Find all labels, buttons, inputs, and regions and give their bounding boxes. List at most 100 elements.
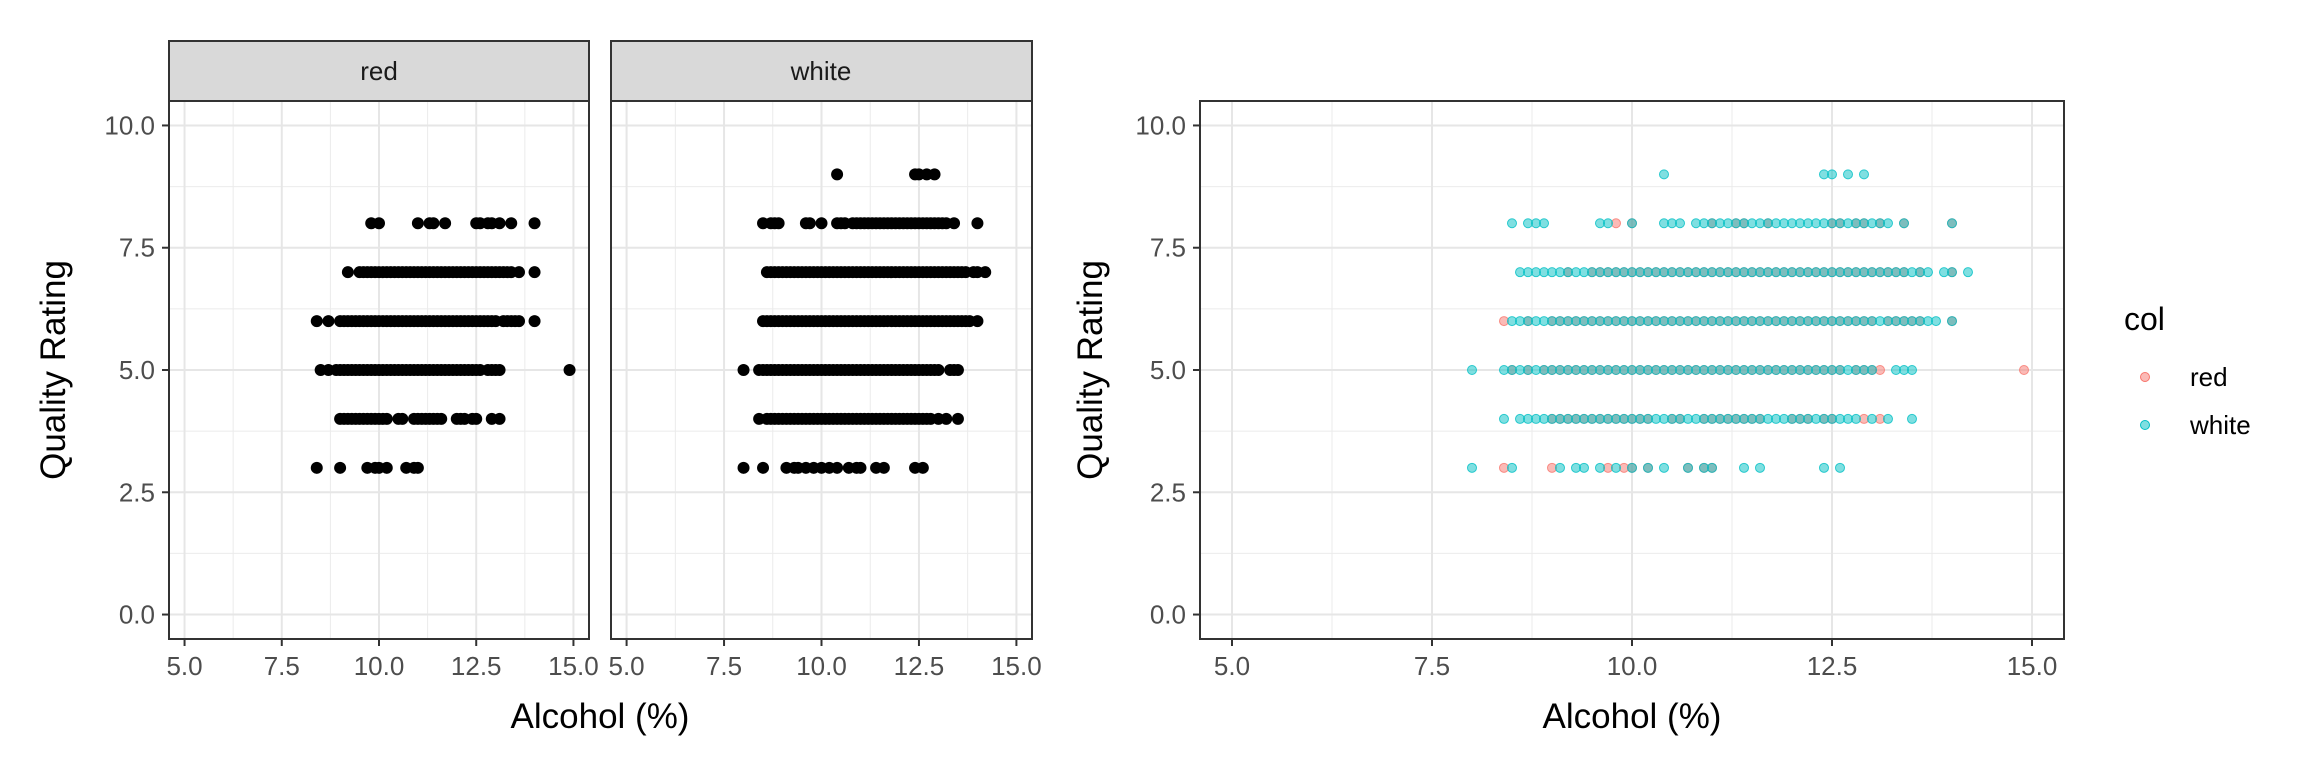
point-white — [737, 461, 750, 474]
point-red — [493, 217, 506, 230]
point-red — [322, 315, 335, 328]
red-panel-y-tick-label: 10.0 — [104, 110, 155, 140]
axis-ticks-white: 5.0 7.5 10.0 12.5 15.0 — [609, 639, 1042, 681]
red-panel-y-tick-label: 5.0 — [119, 355, 155, 385]
point-red — [341, 266, 354, 279]
legend-key-red — [2140, 372, 2150, 382]
point-red — [528, 266, 541, 279]
point-red — [373, 217, 385, 230]
red-panel-x-tick-label: 15.0 — [548, 651, 599, 681]
point-white — [1827, 169, 1837, 180]
point-white — [757, 461, 770, 474]
axis-ticks-red: 5.0 7.5 10.0 12.5 15.0 0.0 2.5 5.0 7.5 10.0 — [104, 110, 598, 681]
combined-panel-x-tick-label: 15.0 — [2007, 651, 2058, 681]
combined-panel-x-tick-label: 5.0 — [1214, 651, 1250, 681]
point-white — [737, 364, 750, 376]
point-white — [1507, 218, 1517, 229]
point-white — [1867, 413, 1877, 424]
point-red — [411, 217, 424, 230]
point-red — [396, 412, 409, 425]
point-white — [1499, 413, 1509, 424]
points-red — [310, 217, 576, 474]
red-panel-y-tick-label: 0.0 — [119, 600, 155, 630]
combined-panel-x-tick-label: 7.5 — [1414, 651, 1450, 681]
point-red — [439, 217, 452, 230]
y-axis-title-faceted: Quality Rating — [34, 260, 73, 480]
point-white — [948, 217, 961, 230]
facet-strip-label-red: red — [360, 56, 398, 86]
combined-panel-x-tick-label: 10.0 — [1607, 651, 1658, 681]
point-white — [951, 364, 964, 376]
point-red — [411, 461, 424, 474]
point-red — [435, 412, 448, 425]
point-white — [1507, 462, 1517, 473]
point-red — [493, 364, 506, 376]
point-white — [1739, 462, 1749, 473]
point-white — [1867, 365, 1877, 375]
point-white — [1907, 365, 1917, 375]
point-white — [1627, 462, 1637, 473]
point-red — [310, 461, 323, 474]
red-panel-x-tick-label: 7.5 — [264, 651, 300, 681]
point-white — [831, 461, 844, 474]
legend-key-white — [2140, 420, 2150, 430]
point-white — [1555, 462, 1565, 473]
grid-lines-red — [169, 101, 589, 639]
point-white — [1467, 462, 1477, 473]
point-red — [513, 315, 525, 328]
point-white — [1659, 169, 1669, 180]
point-white — [1907, 413, 1917, 424]
point-white — [951, 412, 964, 425]
white-panel-x-tick-label: 15.0 — [991, 651, 1042, 681]
facet-strip-label-white: white — [790, 56, 852, 86]
point-red — [427, 217, 440, 230]
point-red — [380, 461, 393, 474]
axis-ticks-faceted: 5.0 7.5 10.0 12.5 15.0 0.0 2.5 5.0 7.5 10.0 5.0 7.5… — [104, 110, 1041, 681]
combined-panel-y-tick-label: 5.0 — [1150, 355, 1186, 385]
point-white — [1843, 169, 1853, 180]
red-panel-y-tick-label: 7.5 — [119, 233, 155, 263]
point-white — [1819, 462, 1829, 473]
white-panel-x-tick-label: 7.5 — [706, 651, 742, 681]
point-white — [1923, 267, 1933, 278]
legend-label-red: red — [2190, 362, 2228, 392]
point-white — [1659, 462, 1669, 473]
y-axis-title-combined: Quality Rating — [1071, 260, 1110, 480]
combined-panel-y-tick-label: 10.0 — [1135, 110, 1186, 140]
point-white — [831, 168, 844, 181]
legend-label-white: white — [2189, 410, 2251, 440]
facet-panel-white: white — [610, 40, 1033, 640]
point-white — [932, 364, 945, 376]
combined-panel-y-tick-label: 0.0 — [1150, 600, 1186, 630]
point-white — [1755, 462, 1765, 473]
point-white — [1627, 218, 1637, 229]
point-white — [1859, 169, 1869, 180]
point-white — [1947, 267, 1957, 278]
point-white — [1611, 462, 1621, 473]
point-white — [1899, 218, 1909, 229]
point-red — [563, 364, 576, 376]
point-red — [334, 461, 347, 474]
facet-strip-red — [168, 40, 590, 102]
point-white — [979, 266, 992, 279]
point-white — [877, 461, 890, 474]
point-white — [1835, 462, 1845, 473]
red-panel-x-tick-label: 5.0 — [166, 651, 202, 681]
point-white — [1579, 462, 1589, 473]
point-white — [1603, 218, 1613, 229]
faceted-scatter-figure: red white 5.0 7.5 10.0 12.5 15.0 0.0 2.5 5.0 7.5… — [34, 40, 1042, 736]
point-red — [528, 315, 541, 328]
combined-panel-x-tick-label: 12.5 — [1807, 651, 1858, 681]
facet-panel-red: red — [168, 40, 590, 640]
points-combined — [1467, 169, 2029, 473]
point-white — [1595, 462, 1605, 473]
x-axis-title-combined: Alcohol (%) — [1543, 697, 1722, 736]
white-panel-x-tick-label: 12.5 — [894, 651, 945, 681]
point-white — [916, 461, 929, 474]
point-red — [470, 412, 483, 425]
facet-strip-white — [610, 40, 1033, 102]
point-white — [1931, 316, 1941, 327]
red-panel-x-tick-label: 10.0 — [354, 651, 405, 681]
point-red — [310, 315, 323, 328]
legend: col red white — [2124, 301, 2251, 440]
